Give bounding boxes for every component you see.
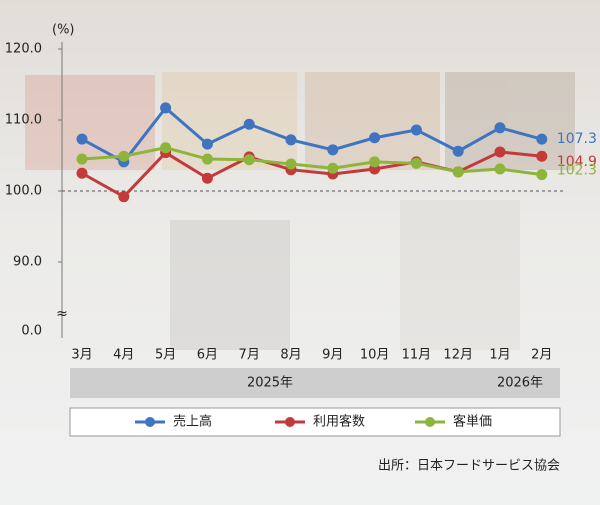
data-point bbox=[243, 154, 255, 166]
data-point bbox=[327, 162, 339, 174]
data-point bbox=[118, 150, 130, 162]
data-point bbox=[494, 122, 506, 134]
year-label: 2025年 bbox=[247, 376, 293, 391]
year-label: 2026年 bbox=[497, 376, 543, 391]
series-line bbox=[81, 146, 543, 177]
y-tick-label: 110.0 bbox=[5, 113, 42, 128]
data-point bbox=[536, 150, 548, 162]
legend-label: 売上高 bbox=[173, 414, 212, 430]
data-point bbox=[536, 169, 548, 181]
y-tick-label: 120.0 bbox=[5, 42, 42, 57]
data-point bbox=[327, 144, 339, 156]
source: 出所：日本フードサービス協会 bbox=[378, 459, 560, 474]
x-tick-label: 10月 bbox=[360, 348, 390, 363]
x-tick-label: 12月 bbox=[443, 348, 473, 363]
data-point bbox=[410, 124, 422, 136]
series-line bbox=[81, 105, 543, 164]
data-point bbox=[243, 118, 255, 130]
data-point bbox=[201, 153, 213, 165]
data-point bbox=[201, 172, 213, 184]
x-tick-label: 8月 bbox=[280, 348, 301, 363]
legend-marker bbox=[425, 417, 435, 427]
legend-label: 利用客数 bbox=[313, 414, 365, 430]
data-point bbox=[494, 163, 506, 175]
y-break-symbol: ≈ bbox=[56, 306, 68, 322]
unit-label: (%) bbox=[52, 23, 75, 38]
data-point bbox=[536, 133, 548, 145]
x-tick-label: 3月 bbox=[71, 348, 92, 363]
data-point bbox=[494, 146, 506, 158]
x-tick-label: 1月 bbox=[489, 348, 510, 363]
end-value-label: 102.3 bbox=[557, 163, 597, 179]
data-point bbox=[160, 142, 172, 154]
data-point bbox=[160, 102, 172, 114]
end-value-label: 104.9 bbox=[557, 154, 597, 170]
x-tick-label: 11月 bbox=[402, 348, 432, 363]
data-point bbox=[76, 167, 88, 179]
y-break-label: 0.0 bbox=[21, 324, 42, 339]
data-point bbox=[410, 157, 422, 169]
data-point bbox=[118, 191, 130, 203]
x-tick-label: 5月 bbox=[155, 348, 176, 363]
year-band bbox=[70, 368, 560, 398]
end-value-label: 107.3 bbox=[557, 131, 597, 147]
legend-label: 客単価 bbox=[453, 414, 492, 430]
data-point bbox=[452, 166, 464, 178]
x-tick-label: 2月 bbox=[531, 348, 552, 363]
data-point bbox=[76, 153, 88, 165]
x-tick-label: 7月 bbox=[239, 348, 260, 363]
data-point bbox=[369, 132, 381, 144]
data-point bbox=[452, 145, 464, 157]
data-point bbox=[369, 156, 381, 168]
data-point bbox=[285, 134, 297, 146]
y-tick-label: 90.0 bbox=[13, 255, 42, 270]
legend-marker bbox=[285, 417, 295, 427]
legend-marker bbox=[145, 417, 155, 427]
series-line bbox=[81, 150, 542, 199]
x-tick-label: 6月 bbox=[197, 348, 218, 363]
x-tick-label: 4月 bbox=[113, 348, 134, 363]
data-point bbox=[76, 133, 88, 145]
y-tick-label: 100.0 bbox=[5, 184, 42, 199]
data-point bbox=[201, 138, 213, 150]
x-tick-label: 9月 bbox=[322, 348, 343, 363]
data-point bbox=[285, 158, 297, 170]
